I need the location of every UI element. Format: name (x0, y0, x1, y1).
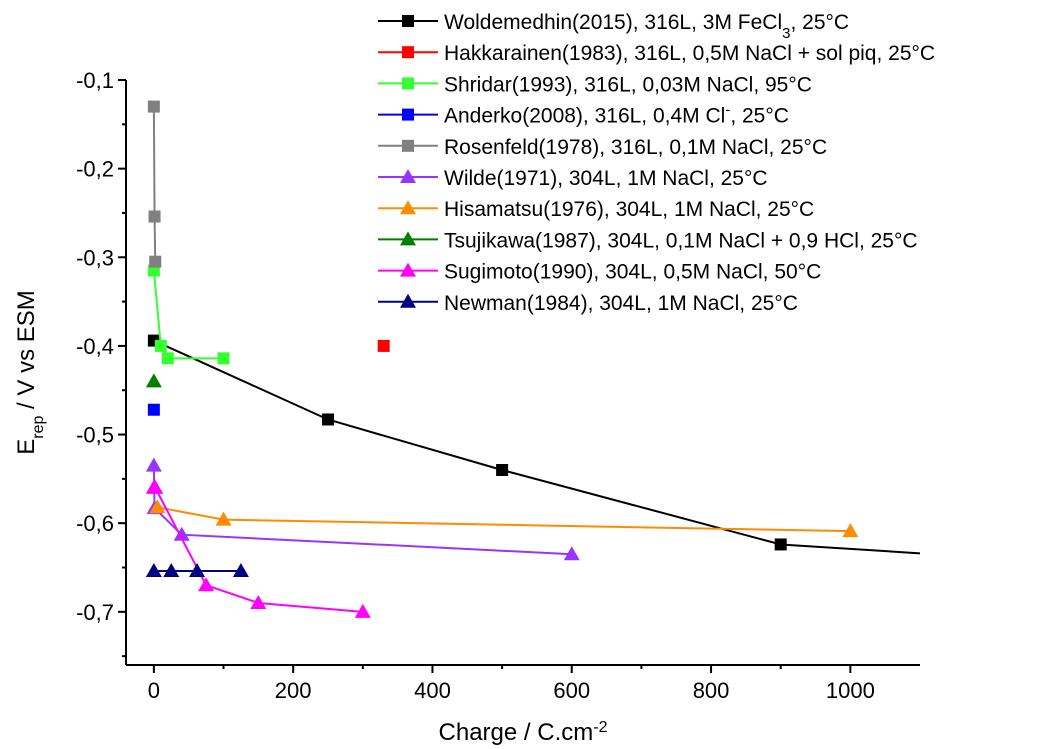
legend-label: Hisamatsu(1976), 304L, 1M NaCl, 25°C (444, 198, 814, 221)
legend-label: Newman(1984), 304L, 1M NaCl, 25°C (444, 292, 798, 315)
data-point (147, 479, 164, 494)
data-point (145, 457, 162, 472)
x-tick-label: 1000 (826, 678, 875, 703)
legend-item-7: Tsujikawa(1987), 304L, 0,1M NaCl + 0,9 H… (378, 229, 918, 252)
x-tick-label: 400 (414, 678, 451, 703)
data-point (173, 526, 190, 541)
x-axis-title: Charge / C.cm-2 (439, 719, 608, 747)
axes: 0 200 400 600 800 1000 -0,1 -0,2 -0,3 -0,4 -0,5 -0,… (76, 68, 920, 703)
legend-label: Tsujikawa(1987), 304L, 0,1M NaCl + 0,9 H… (444, 229, 918, 252)
y-tick-label: -0,2 (76, 157, 114, 182)
data-point (145, 563, 162, 578)
data-point (232, 563, 249, 578)
data-point (496, 464, 509, 476)
y-tick-label: -0,1 (76, 68, 114, 93)
legend-marker (400, 231, 416, 246)
legend-label: Hakkarainen(1983), 316L, 0,5M NaCl + sol… (444, 42, 935, 65)
legend-label: Anderko(2008), 316L, 0,4M Cl-, 25°C (444, 101, 789, 128)
legend-label: Wilde(1971), 304L, 1M NaCl, 25°C (444, 167, 768, 190)
series-2 (147, 264, 230, 365)
legend-item-1: Hakkarainen(1983), 316L, 0,5M NaCl + sol… (378, 42, 935, 65)
data-point (147, 100, 160, 113)
legend-marker (400, 169, 416, 183)
y-tick-label: -0,6 (76, 511, 114, 536)
legend-marker (402, 46, 414, 59)
data-point (154, 339, 167, 352)
data-point (149, 499, 166, 514)
legend-label: Shridar(1993), 316L, 0,03M NaCl, 95°C (444, 73, 812, 96)
legend-label: Woldemedhin(2015), 316L, 3M FeCl3, 25°C (444, 11, 849, 42)
series-line (152, 106, 157, 262)
series-7 (145, 373, 162, 388)
data-point (563, 546, 580, 561)
data-point (215, 511, 232, 526)
legend-item-5: Wilde(1971), 304L, 1M NaCl, 25°C (378, 167, 768, 190)
series-4 (147, 100, 162, 268)
data-point (354, 603, 371, 618)
data-point (189, 563, 206, 578)
legend-marker (402, 77, 414, 90)
series-3 (147, 403, 160, 416)
y-tick-label: -0,3 (76, 245, 114, 270)
data-point (161, 352, 174, 365)
series-layer (145, 100, 921, 618)
legend-item-6: Hisamatsu(1976), 304L, 1M NaCl, 25°C (378, 198, 814, 221)
legend-marker (402, 108, 414, 121)
y-axis-title: Erep / V vs ESM (13, 290, 47, 455)
series-9 (145, 563, 249, 578)
x-tick-label: 600 (553, 678, 590, 703)
legend-item-0: Woldemedhin(2015), 316L, 3M FeCl3, 25°C (378, 11, 849, 42)
data-point (250, 594, 267, 609)
y-tick-label: -0,7 (76, 600, 114, 625)
legend-item-4: Rosenfeld(1978), 316L, 0,1M NaCl, 25°C (378, 136, 827, 159)
x-tick-label: 0 (148, 678, 160, 703)
legend: Woldemedhin(2015), 316L, 3M FeCl3, 25°CH… (378, 11, 935, 315)
data-point (842, 523, 859, 538)
series-8 (145, 479, 371, 618)
legend-marker (402, 139, 414, 152)
legend-marker (400, 262, 416, 277)
legend-item-9: Newman(1984), 304L, 1M NaCl, 25°C (378, 292, 798, 315)
legend-item-2: Shridar(1993), 316L, 0,03M NaCl, 95°C (378, 73, 812, 96)
data-point (198, 577, 215, 592)
legend-marker (400, 200, 416, 215)
data-point (149, 255, 162, 268)
data-point (147, 403, 160, 416)
x-tick-label: 800 (693, 678, 730, 703)
legend-label: Rosenfeld(1978), 316L, 0,1M NaCl, 25°C (444, 136, 827, 159)
data-point (321, 413, 334, 426)
series-line (153, 486, 363, 613)
series-1 (377, 339, 390, 352)
data-point (217, 352, 230, 365)
series-line (152, 465, 572, 556)
data-point (163, 563, 180, 578)
data-point (377, 339, 390, 352)
y-tick-label: -0,4 (76, 334, 114, 359)
data-point (774, 538, 787, 551)
series-line (152, 270, 224, 360)
series-line (157, 506, 851, 533)
x-tick-label: 200 (275, 678, 312, 703)
data-point (148, 210, 161, 223)
legend-label: Sugimoto(1990), 304L, 0,5M NaCl, 50°C (444, 261, 821, 284)
data-point (145, 373, 162, 388)
legend-marker (402, 15, 414, 27)
legend-item-8: Sugimoto(1990), 304L, 0,5M NaCl, 50°C (378, 261, 821, 284)
legend-item-3: Anderko(2008), 316L, 0,4M Cl-, 25°C (378, 101, 789, 128)
y-tick-label: -0,5 (76, 423, 114, 448)
series-6 (149, 499, 859, 538)
legend-marker (400, 293, 416, 308)
